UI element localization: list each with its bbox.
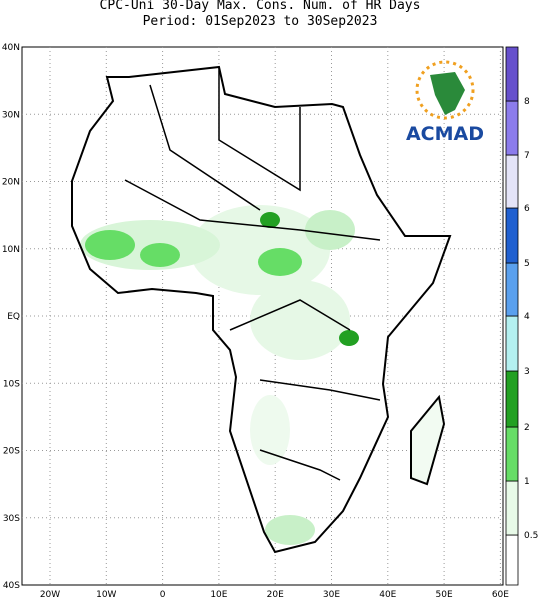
lon-label: 40E [379, 590, 396, 600]
colorbar-label: 6 [524, 204, 530, 214]
colorbar-segment [505, 534, 519, 586]
lon-label: 60E [492, 590, 509, 600]
colorbar-segment [505, 262, 519, 317]
lon-label: 50E [436, 590, 453, 600]
madagascar-outline [410, 394, 446, 486]
lon-label: 10E [210, 590, 227, 600]
colorbar-segment [505, 46, 519, 102]
title-line2: Period: 01Sep2023 to 30Sep2023 [143, 14, 378, 29]
colorbar-label: 0.5 [524, 531, 538, 541]
colorbar-segment [505, 370, 519, 428]
colorbar-label: 4 [524, 312, 530, 322]
lat-label: 30S [3, 514, 20, 524]
lat-label: 30N [2, 110, 20, 120]
lat-label: 10S [3, 379, 20, 389]
precip-shading [80, 205, 359, 545]
lon-label: 30E [323, 590, 340, 600]
lon-label: 20W [40, 590, 60, 600]
colorbar-segment [505, 100, 519, 156]
title-line1: CPC-Uni 30-Day Max. Cons. Num. of HR Day… [100, 0, 421, 13]
lon-label: 20E [267, 590, 284, 600]
colorbar-label: 5 [524, 259, 530, 269]
africa-outline [71, 65, 452, 554]
map-area [21, 46, 504, 586]
lon-label: 10W [96, 590, 116, 600]
logo-text: ACMAD [406, 123, 484, 145]
lat-label: 20N [2, 178, 20, 188]
lat-label: 10N [2, 245, 20, 255]
colorbar-label: 1 [524, 477, 530, 487]
logo-africa [430, 72, 465, 115]
colorbar-segment [505, 207, 519, 264]
country-borders [124, 67, 381, 481]
colorbar-label: 2 [524, 423, 530, 433]
lat-label: EQ [7, 312, 20, 322]
colorbar-label: 8 [524, 97, 530, 107]
logo: ACMAD [406, 60, 484, 145]
lat-label: 20S [3, 447, 20, 457]
colorbar-label: 3 [524, 367, 530, 377]
colorbar: 0.5 1 2 3 4 5 6 7 8 [505, 46, 538, 586]
colorbar-segment [505, 426, 519, 482]
colorbar-segment [505, 315, 519, 372]
colorbar-segment [505, 154, 519, 209]
colorbar-label: 7 [524, 151, 530, 161]
lat-label: 40S [3, 581, 20, 591]
colorbar-segment [505, 480, 519, 536]
logo-sun [415, 60, 475, 120]
lat-label: 40N [2, 43, 20, 53]
lon-label: 0 [160, 590, 166, 600]
